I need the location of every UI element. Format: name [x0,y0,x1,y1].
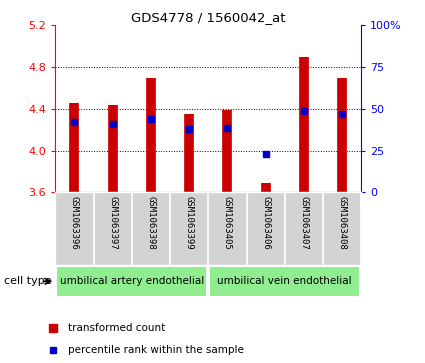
Text: percentile rank within the sample: percentile rank within the sample [68,345,244,355]
Text: GSM1063399: GSM1063399 [184,196,194,250]
Text: GSM1063405: GSM1063405 [223,196,232,250]
Text: GSM1063408: GSM1063408 [337,196,347,250]
Text: cell type: cell type [4,276,52,286]
Bar [56,266,207,297]
Text: GSM1063406: GSM1063406 [261,196,270,250]
Text: GSM1063397: GSM1063397 [108,196,117,250]
Text: GSM1063398: GSM1063398 [146,196,156,250]
Text: GSM1063396: GSM1063396 [70,196,79,250]
Text: transformed count: transformed count [68,323,165,333]
Text: GSM1063407: GSM1063407 [299,196,309,250]
Text: umbilical vein endothelial: umbilical vein endothelial [218,276,352,286]
Text: umbilical artery endothelial: umbilical artery endothelial [60,276,204,286]
Title: GDS4778 / 1560042_at: GDS4778 / 1560042_at [131,11,286,24]
Bar [209,266,360,297]
